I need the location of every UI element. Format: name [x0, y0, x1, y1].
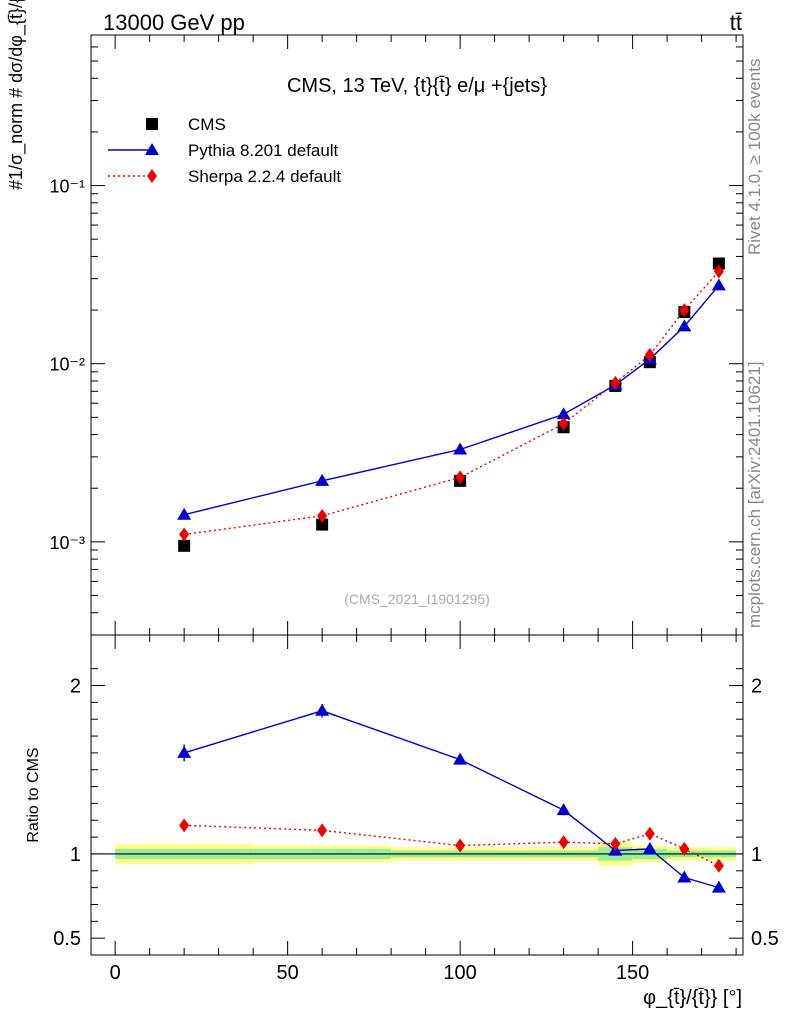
series-line-pythia [183, 284, 720, 516]
main-title: CMS, 13 TeV, {t}{t̄} e/μ +{jets} [287, 75, 547, 97]
ratio-ylabel: Ratio to CMS [25, 747, 42, 842]
main-ytick-label: 10⁻³ [49, 533, 85, 553]
series-line-sherpa [184, 270, 720, 536]
data-point-sherpa [610, 375, 621, 390]
side-text-bottom: mcplots.cern.ch [arXiv:2401.10621] [745, 362, 764, 628]
data-point-sherpa [713, 264, 724, 279]
data-point-sherpa [644, 347, 655, 362]
ratio-point-sherpa [317, 823, 328, 838]
xtick-label: 150 [616, 962, 649, 984]
ratio-point-sherpa [679, 841, 690, 856]
data-point-cms [712, 257, 725, 270]
legend-marker [145, 143, 159, 155]
ratio-point-pythia [453, 752, 468, 765]
legend-entry: CMS [188, 115, 226, 134]
ratio-ytick-label-right: 2 [751, 676, 762, 698]
xtick-label: 100 [443, 962, 476, 984]
legend-marker [146, 118, 158, 130]
data-point-sherpa [558, 416, 569, 431]
ratio-point-pythia [677, 870, 692, 883]
watermark: (CMS_2021_I1901295) [344, 591, 490, 607]
data-point-cms [316, 518, 329, 531]
legend-marker [147, 169, 157, 183]
data-point-pythia [556, 407, 571, 420]
ratio-ytick-label: 2 [70, 676, 81, 698]
data-point-sherpa [679, 303, 690, 318]
ratio-line-pythia [183, 710, 720, 889]
data-point-pythia [711, 278, 726, 291]
ratio-point-pythia [711, 880, 726, 893]
ratio-point-sherpa [610, 836, 621, 851]
x-axis-label: φ_{t̄}/{t̄}} [°] [643, 987, 742, 1009]
ratio-panel: 0.5 0.5 1 1 2 2 0 50 100 150 Ratio to CMS φ_{t̄}… [25, 634, 779, 1009]
main-ytick-label: 10⁻¹ [49, 177, 85, 197]
ratio-point-pythia [642, 841, 657, 854]
ratio-ytick-label: 0.5 [53, 928, 81, 950]
main-ylabel: #1/σ_norm # dσ/dφ_{t̄}/{t̄} [6, 0, 27, 190]
header-right: tt̄ [730, 10, 742, 35]
main-ytick-label: 10⁻² [49, 355, 85, 375]
data-point-pythia [177, 507, 192, 520]
legend-entry: Pythia 8.201 default [188, 141, 339, 160]
ratio-point-sherpa [179, 818, 190, 833]
side-text-top: Rivet 4.1.0, ≥ 100k events [745, 59, 764, 255]
ratio-point-sherpa [713, 858, 724, 873]
ratio-point-pythia [177, 745, 192, 758]
data-point-pythia [453, 442, 468, 455]
ratio-point-sherpa [558, 835, 569, 850]
data-point-pythia [315, 473, 330, 486]
ratio-point-pythia [556, 803, 571, 816]
data-point-sherpa [455, 470, 466, 485]
data-point-cms [178, 539, 191, 552]
ratio-point-sherpa [644, 826, 655, 841]
xtick-label: 0 [110, 962, 121, 984]
main-panel: CMS, 13 TeV, {t}{t̄} e/μ +{jets} (CMS_20… [6, 0, 744, 636]
ratio-ytick-label-right: 1 [751, 844, 762, 866]
legend: CMS Pythia 8.201 default Sherpa 2.2.4 defa… [108, 115, 341, 186]
ratio-line-sherpa [184, 824, 720, 867]
ratio-point-pythia [315, 703, 330, 716]
data-point-sherpa [179, 527, 190, 542]
legend-entry: Sherpa 2.2.4 default [188, 167, 341, 186]
data-point-sherpa [317, 508, 328, 523]
data-point-pythia [677, 319, 692, 332]
ratio-ytick-label: 1 [70, 844, 81, 866]
ratio-ytick-label-right: 0.5 [751, 928, 779, 950]
ratio-point-sherpa [455, 838, 466, 853]
xtick-label: 50 [277, 962, 299, 984]
ratio-plot-frame [90, 634, 744, 956]
header-left: 13000 GeV pp [103, 10, 245, 35]
